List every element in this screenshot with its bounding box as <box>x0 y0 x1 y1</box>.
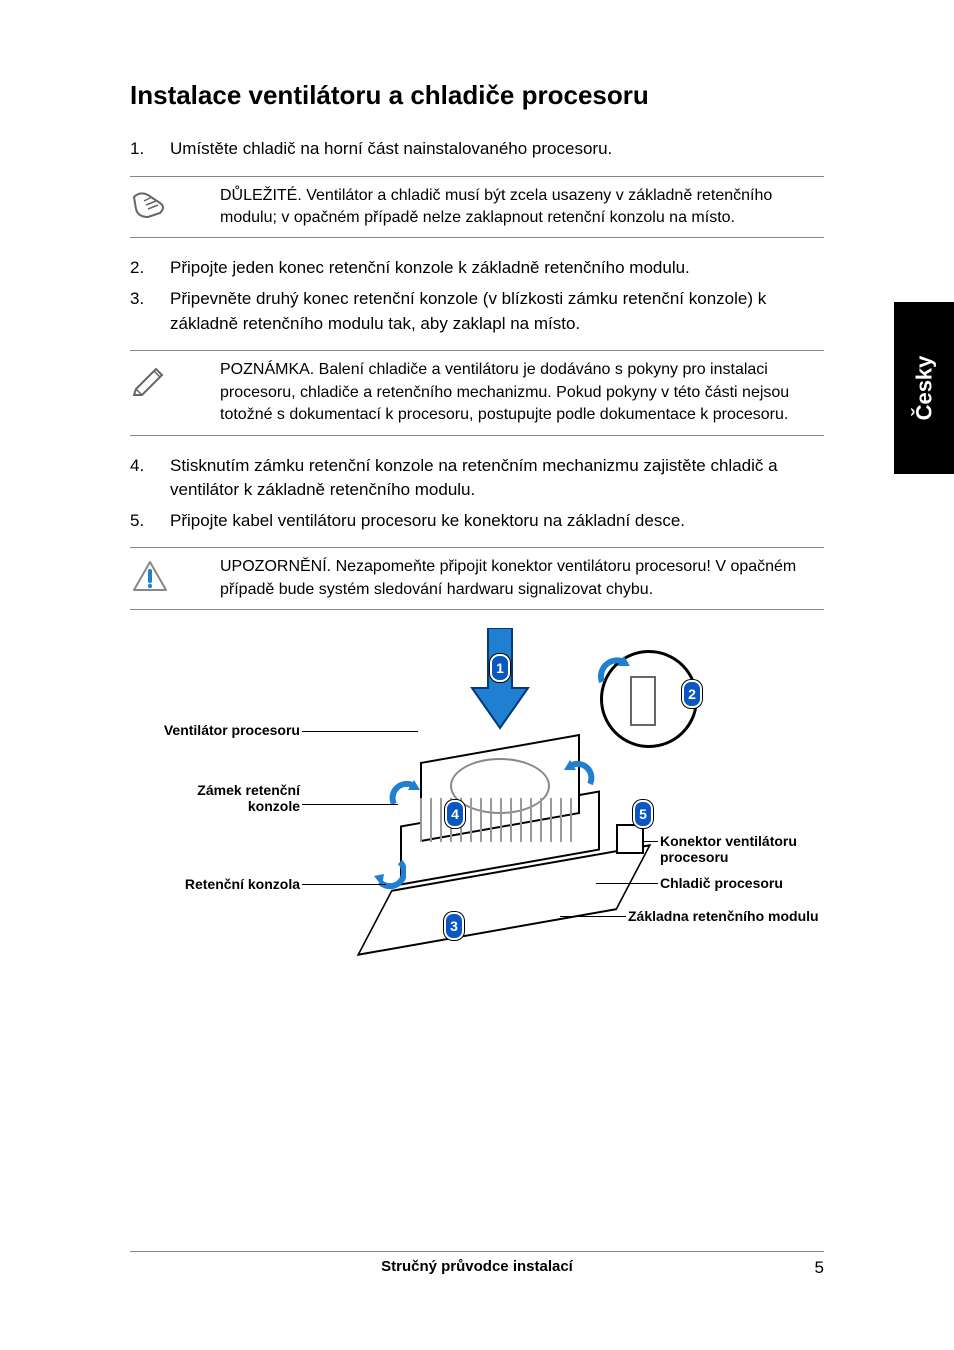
leader-line <box>596 883 658 884</box>
page-number: 5 <box>815 1258 824 1278</box>
leader-line <box>302 884 386 885</box>
step-number: 1. <box>130 137 170 162</box>
curved-arrow-icon <box>596 654 632 690</box>
label-bracket: Retenční konzola <box>130 876 300 892</box>
label-heatsink: Chladič procesoru <box>660 875 783 891</box>
label-fan: Ventilátor procesoru <box>130 722 300 738</box>
label-lock-1: Zámek retenční <box>130 782 300 798</box>
heatsink-fins <box>420 798 580 842</box>
step-badge-2: 2 <box>682 680 702 708</box>
step-text: Připevněte druhý konec retenční konzole … <box>170 287 824 336</box>
language-tab-label: Česky <box>911 356 937 421</box>
step-number: 5. <box>130 509 170 534</box>
language-tab: Česky <box>894 302 954 474</box>
step-4: 4. Stisknutím zámku retenční konzole na … <box>130 454 824 503</box>
step-badge-5: 5 <box>633 800 653 828</box>
step-3: 3. Připevněte druhý konec retenční konzo… <box>130 287 824 336</box>
callout-text: DŮLEŽITÉ. Ventilátor a chladič musí být … <box>220 185 824 230</box>
step-number: 3. <box>130 287 170 336</box>
step-2: 2. Připojte jeden konec retenční konzole… <box>130 256 824 281</box>
callout-important: DŮLEŽITÉ. Ventilátor a chladič musí být … <box>130 176 824 239</box>
leader-line <box>302 731 418 732</box>
page-body: Instalace ventilátoru a chladiče proceso… <box>0 0 954 958</box>
down-arrow-icon <box>470 628 530 748</box>
hand-icon <box>130 185 220 230</box>
installation-diagram: 1 2 3 4 5 Ventilátor procesoru Zámek ret… <box>130 628 824 958</box>
step-badge-3: 3 <box>444 912 464 940</box>
step-text: Umístěte chladič na horní část nainstalo… <box>170 137 824 162</box>
label-connector-1: Konektor ventilátoru <box>660 833 797 849</box>
step-number: 4. <box>130 454 170 503</box>
step-badge-1: 1 <box>490 654 510 682</box>
label-lock-2: konzole <box>130 798 300 814</box>
curved-arrow-icon <box>370 856 406 892</box>
callout-text: POZNÁMKA. Balení chladiče a ventilátoru … <box>220 359 824 426</box>
label-base: Základna retenčního modulu <box>628 908 819 924</box>
fan-connector-shape <box>616 824 644 854</box>
step-badge-4: 4 <box>445 800 465 828</box>
callout-text: UPOZORNĚNÍ. Nezapomeňte připojit konekto… <box>220 556 824 601</box>
step-5: 5. Připojte kabel ventilátoru procesoru … <box>130 509 824 534</box>
step-text: Stisknutím zámku retenční konzole na ret… <box>170 454 824 503</box>
pencil-icon <box>130 359 220 426</box>
step-number: 2. <box>130 256 170 281</box>
leader-line <box>560 916 626 917</box>
curved-arrow-icon <box>560 758 596 794</box>
step-text: Připojte kabel ventilátoru procesoru ke … <box>170 509 824 534</box>
curved-arrow-icon <box>388 778 424 814</box>
footer-title: Stručný průvodce instalací <box>381 1258 573 1275</box>
warning-icon <box>130 556 220 601</box>
step-1: 1. Umístěte chladič na horní část nainst… <box>130 137 824 162</box>
step-text: Připojte jeden konec retenční konzole k … <box>170 256 824 281</box>
callout-warning: UPOZORNĚNÍ. Nezapomeňte připojit konekto… <box>130 547 824 610</box>
leader-line <box>644 841 658 842</box>
label-connector-2: procesoru <box>660 849 728 865</box>
clip-shape <box>630 676 656 726</box>
page-footer: Stručný průvodce instalací 5 <box>130 1251 824 1275</box>
callout-note: POZNÁMKA. Balení chladiče a ventilátoru … <box>130 350 824 435</box>
leader-line <box>302 804 398 805</box>
page-title: Instalace ventilátoru a chladiče proceso… <box>130 80 824 111</box>
